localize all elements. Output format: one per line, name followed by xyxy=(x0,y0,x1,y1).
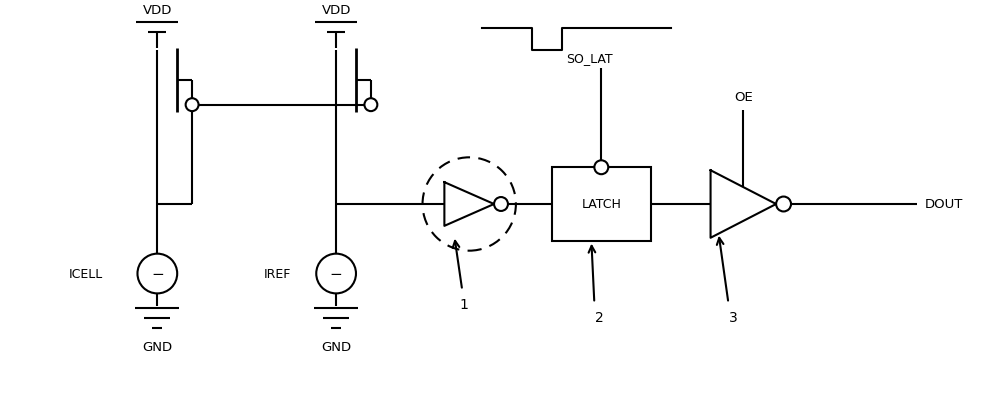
Text: IREF: IREF xyxy=(264,267,291,280)
Text: 3: 3 xyxy=(729,310,738,324)
Text: 2: 2 xyxy=(595,310,604,324)
Circle shape xyxy=(494,198,508,211)
Text: GND: GND xyxy=(321,340,351,353)
Text: −: − xyxy=(151,266,164,281)
Circle shape xyxy=(776,197,791,212)
Text: LATCH: LATCH xyxy=(581,198,621,211)
Text: 1: 1 xyxy=(460,298,469,312)
Circle shape xyxy=(594,161,608,175)
Circle shape xyxy=(316,254,356,294)
Text: VDD: VDD xyxy=(143,4,172,17)
Text: OE: OE xyxy=(734,91,753,104)
Text: VDD: VDD xyxy=(321,4,351,17)
Text: SO_LAT: SO_LAT xyxy=(567,52,613,65)
Circle shape xyxy=(186,99,199,112)
Circle shape xyxy=(137,254,177,294)
Text: GND: GND xyxy=(142,340,172,353)
Text: DOUT: DOUT xyxy=(925,198,963,211)
Text: −: − xyxy=(330,266,342,281)
Text: ICELL: ICELL xyxy=(68,267,103,280)
Bar xyxy=(552,168,651,241)
Circle shape xyxy=(364,99,377,112)
